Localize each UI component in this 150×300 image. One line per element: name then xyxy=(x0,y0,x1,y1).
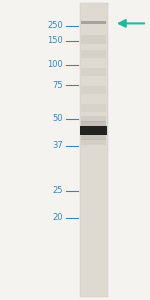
Text: 20: 20 xyxy=(52,213,63,222)
Bar xyxy=(81,21,106,24)
Text: 250: 250 xyxy=(47,21,63,30)
Text: 75: 75 xyxy=(52,81,63,90)
Bar xyxy=(81,134,106,140)
Bar xyxy=(81,86,106,94)
Bar xyxy=(80,126,107,135)
Bar xyxy=(81,104,106,112)
Bar xyxy=(81,50,106,58)
Text: 100: 100 xyxy=(47,60,63,69)
Text: 50: 50 xyxy=(52,114,63,123)
Text: 37: 37 xyxy=(52,141,63,150)
Bar xyxy=(81,121,106,127)
Bar xyxy=(81,139,106,145)
Text: 150: 150 xyxy=(47,36,63,45)
Bar xyxy=(81,34,106,43)
Text: 25: 25 xyxy=(52,186,63,195)
Bar xyxy=(80,3,108,297)
Bar xyxy=(81,116,106,122)
Bar xyxy=(81,68,106,76)
